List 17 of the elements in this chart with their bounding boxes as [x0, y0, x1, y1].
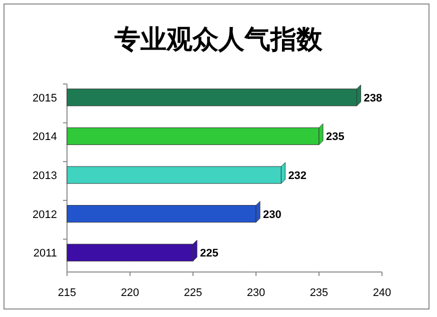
y-tick-label: 2015 [32, 92, 57, 104]
data-label: 225 [200, 248, 218, 260]
x-tick-label: 240 [372, 287, 392, 299]
data-label: 238 [364, 92, 382, 104]
x-tick-label: 220 [120, 287, 140, 299]
y-tick-label: 2014 [32, 131, 57, 144]
data-label: 235 [326, 131, 344, 144]
x-tick-label: 230 [246, 287, 266, 299]
x-tick-label: 235 [310, 287, 328, 299]
chart-title: 专业观众人气指数 [114, 25, 324, 55]
y-tick-label: 2012 [32, 208, 57, 221]
data-label: 230 [263, 208, 282, 221]
x-tick-label: 225 [184, 287, 202, 299]
y-tick-label: 2013 [32, 170, 57, 182]
data-label: 232 [288, 170, 307, 182]
x-tick-label: 215 [58, 287, 76, 299]
y-tick-label: 2011 [33, 248, 57, 260]
